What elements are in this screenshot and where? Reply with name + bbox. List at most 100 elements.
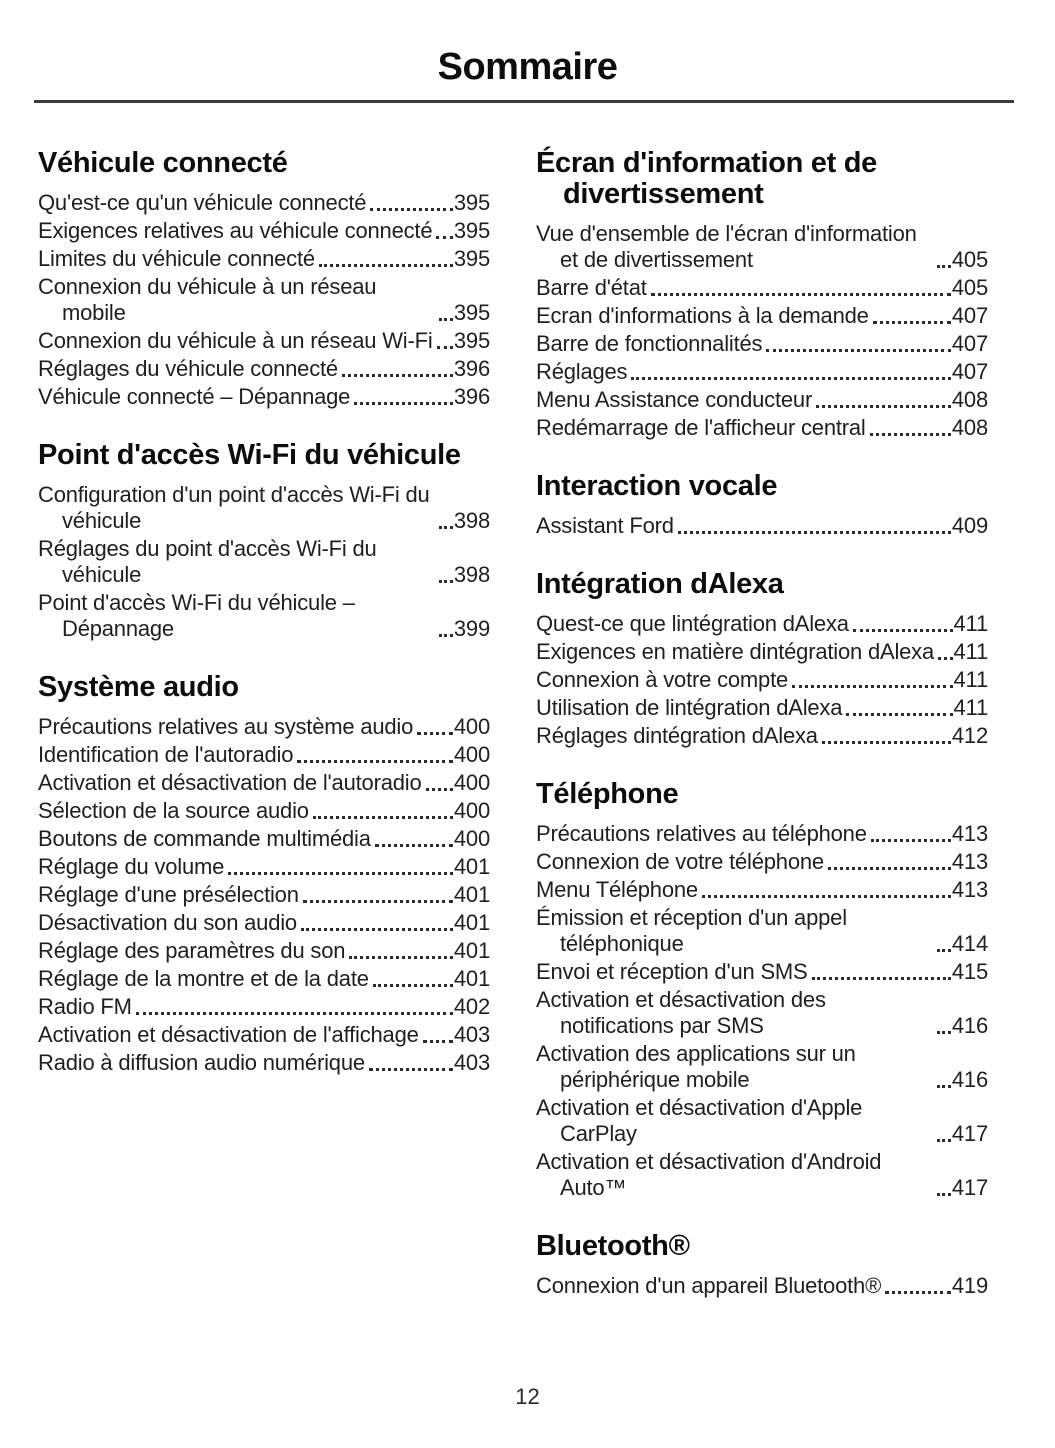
- section-heading: Interaction vocale: [536, 470, 778, 502]
- entry-page-number: 417: [951, 1175, 988, 1200]
- toc-column-2: Écran d'information et de divertissement…: [536, 148, 988, 1301]
- dotted-leader: [438, 526, 453, 529]
- dotted-leader: [811, 977, 951, 980]
- toc-entry: Assistant Ford 409: [536, 513, 988, 539]
- entry-page-number: 400: [453, 826, 490, 851]
- toc-entry: Radio à diffusion audio numérique 403: [38, 1050, 490, 1076]
- entry-label: Barre de fonctionnalités: [536, 331, 763, 356]
- entry-label: Réglages: [536, 359, 628, 384]
- entry-page-number: 400: [453, 798, 490, 823]
- entry-page-number: 405: [951, 247, 988, 272]
- entry-label: Réglages dintégration dAlexa: [536, 723, 818, 748]
- toc-entry: Réglage des paramètres du son 401: [38, 938, 490, 964]
- dotted-leader: [228, 872, 453, 875]
- entry-page-number: 417: [951, 1121, 988, 1146]
- dotted-leader: [821, 741, 951, 744]
- dotted-leader: [302, 900, 453, 903]
- entry-page-number: 416: [951, 1067, 988, 1092]
- dotted-leader: [869, 433, 951, 436]
- entry-label: Limites du véhicule connecté: [38, 246, 315, 271]
- dotted-leader: [870, 839, 951, 842]
- toc-section: Bluetooth® Connexion d'un appareil Blueto…: [536, 1231, 988, 1299]
- dotted-leader: [846, 713, 953, 716]
- entry-label: Radio FM: [38, 994, 132, 1019]
- dotted-leader: [938, 657, 953, 660]
- toc-section: Écran d'information et de divertissement…: [536, 148, 988, 441]
- dotted-leader: [372, 984, 453, 987]
- entry-label: Activation et désactivation des notifica…: [536, 987, 826, 1038]
- dotted-leader: [417, 732, 453, 735]
- toc-entry: Désactivation du son audio 401: [38, 910, 490, 936]
- toc-entry: Boutons de commande multimédia 400: [38, 826, 490, 852]
- section-heading: Téléphone: [536, 778, 679, 810]
- dotted-leader: [936, 949, 951, 952]
- toc-entry: Limites du véhicule connecté 395: [38, 246, 490, 272]
- dotted-leader: [936, 1139, 951, 1142]
- toc-entry: Connexion à votre compte 411: [536, 667, 988, 693]
- dotted-leader: [312, 816, 453, 819]
- dotted-leader: [792, 685, 953, 688]
- entry-page-number: 400: [453, 714, 490, 739]
- dotted-leader: [354, 402, 453, 405]
- toc-entry: Menu Assistance conducteur 408: [536, 387, 988, 413]
- dotted-leader: [297, 760, 453, 763]
- toc-column-1: Véhicule connecté Qu'est-ce qu'un véhicul…: [38, 148, 490, 1301]
- entry-page-number: 407: [951, 303, 988, 328]
- toc-entry: Activation et désactivation de l'afficha…: [38, 1022, 490, 1048]
- entry-label: Précautions relatives au système audio: [38, 714, 414, 739]
- toc-section: Véhicule connecté Qu'est-ce qu'un véhicul…: [38, 148, 490, 410]
- section-heading: Écran d'information et de divertissement: [536, 147, 877, 210]
- entry-page-number: 412: [951, 723, 988, 748]
- entry-label: Réglage d'une présélection: [38, 882, 299, 907]
- toc-entry: Réglages du point d'accès Wi-Fi du véhic…: [38, 536, 490, 588]
- entry-page-number: 396: [453, 356, 490, 381]
- entry-label: Connexion du véhicule à un réseau Wi-Fi: [38, 328, 433, 353]
- dotted-leader: [872, 321, 951, 324]
- entry-page-number: 415: [951, 959, 988, 984]
- dotted-leader: [370, 208, 453, 211]
- entry-label: Quest-ce que lintégration dAlexa: [536, 611, 849, 636]
- entry-label: Réglage du volume: [38, 854, 225, 879]
- toc-section: Interaction vocale Assistant Ford 409: [536, 471, 988, 539]
- toc-entry: Réglage du volume 401: [38, 854, 490, 880]
- entry-page-number: 403: [453, 1022, 490, 1047]
- title-divider: [34, 100, 1014, 103]
- entry-label: Connexion du véhicule à un réseau mobile: [38, 274, 377, 325]
- entry-label: Qu'est-ce qu'un véhicule connecté: [38, 190, 367, 215]
- entry-page-number: 398: [453, 508, 490, 533]
- dotted-leader: [438, 580, 453, 583]
- entry-page-number: 395: [453, 218, 490, 243]
- toc-entry: Menu Téléphone 413: [536, 877, 988, 903]
- toc-entry: Connexion d'un appareil Bluetooth® 419: [536, 1273, 988, 1299]
- toc-entry: Sélection de la source audio 400: [38, 798, 490, 824]
- section-heading: Point d'accès Wi-Fi du véhicule: [38, 439, 461, 471]
- section-heading: Intégration dAlexa: [536, 568, 784, 600]
- toc-entry: Connexion de votre téléphone 413: [536, 849, 988, 875]
- toc-entry: Activation et désactivation d'Apple CarP…: [536, 1095, 988, 1147]
- toc-entry: Réglage de la montre et de la date 401: [38, 966, 490, 992]
- entry-page-number: 409: [951, 513, 988, 538]
- toc-entry: Identification de l'autoradio 400: [38, 742, 490, 768]
- entry-label: Envoi et réception d'un SMS: [536, 959, 808, 984]
- entry-label: Assistant Ford: [536, 513, 674, 538]
- toc-columns: Véhicule connecté Qu'est-ce qu'un véhicul…: [0, 103, 1055, 1301]
- entry-page-number: 411: [953, 611, 989, 636]
- entry-label: Menu Téléphone: [536, 877, 698, 902]
- page-number: 12: [515, 1384, 540, 1409]
- entry-page-number: 401: [453, 854, 490, 879]
- entry-page-number: 400: [453, 742, 490, 767]
- entry-page-number: 407: [951, 359, 988, 384]
- section-heading: Bluetooth®: [536, 1230, 690, 1262]
- entry-label: Barre d'état: [536, 275, 647, 300]
- toc-section: Point d'accès Wi-Fi du véhicule Configura…: [38, 440, 490, 642]
- dotted-leader: [374, 844, 453, 847]
- entry-label: Redémarrage de l'afficheur central: [536, 415, 866, 440]
- entry-page-number: 401: [453, 910, 490, 935]
- entry-label: Point d'accès Wi-Fi du véhicule – Dépann…: [38, 590, 355, 641]
- dotted-leader: [816, 405, 951, 408]
- dotted-leader: [436, 236, 453, 239]
- entry-label: Réglages du véhicule connecté: [38, 356, 338, 381]
- toc-entry: Ecran d'informations à la demande 407: [536, 303, 988, 329]
- dotted-leader: [677, 531, 951, 534]
- dotted-leader: [341, 374, 453, 377]
